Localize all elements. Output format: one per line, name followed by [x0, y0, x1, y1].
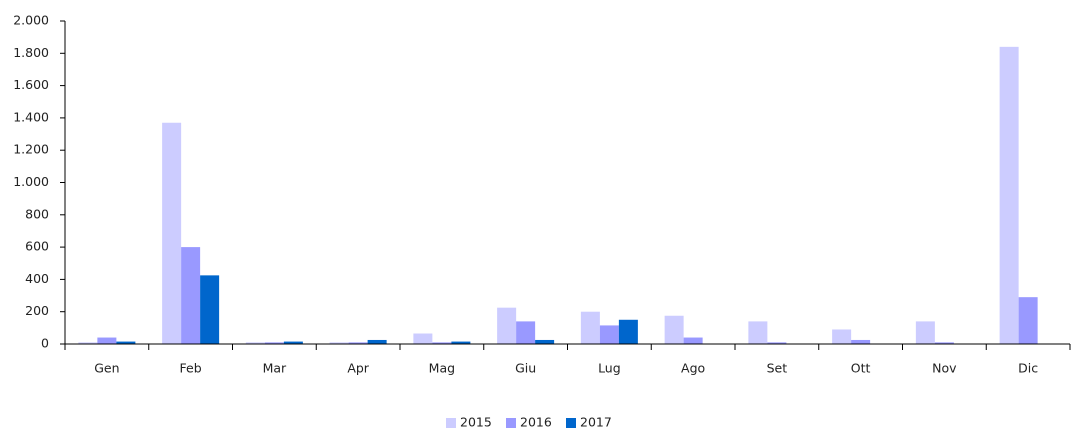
y-tick-label: 400 [25, 271, 49, 286]
bar [162, 122, 182, 345]
bar [116, 341, 136, 344]
legend-label: 2017 [580, 415, 612, 430]
bar [934, 342, 954, 344]
bar [283, 341, 303, 344]
y-tick-label: 800 [25, 206, 49, 221]
y-tick-label: 1.200 [13, 142, 49, 157]
legend-label: 2016 [520, 415, 552, 430]
bar [413, 333, 433, 344]
bar [1018, 297, 1038, 344]
bar [664, 315, 684, 344]
x-tick-label: Nov [932, 361, 957, 376]
bar [915, 321, 935, 344]
legend-swatch [446, 418, 456, 428]
x-tick-label: Feb [180, 361, 202, 376]
bar [451, 341, 471, 344]
bar [329, 342, 349, 344]
x-tick-label: Lug [598, 361, 621, 376]
legend-label: 2015 [460, 415, 492, 430]
bar [599, 325, 619, 344]
bar [748, 321, 768, 344]
bar [348, 342, 368, 344]
x-tick-label: Gen [94, 361, 119, 376]
bar [264, 342, 284, 344]
y-tick-label: 0 [41, 336, 49, 351]
x-tick-label: Giu [515, 361, 536, 376]
bar [200, 275, 220, 344]
y-tick-label: 2.000 [13, 13, 49, 28]
y-tick-label: 1.000 [13, 174, 49, 189]
bar [181, 247, 201, 344]
bar [683, 337, 703, 344]
x-tick-label: Dic [1018, 361, 1038, 376]
bar [516, 321, 536, 344]
bar [618, 319, 638, 344]
bar [245, 342, 265, 344]
x-tick-label: Mar [263, 361, 287, 376]
x-tick-label: Mag [429, 361, 455, 376]
x-tick-label: Set [767, 361, 788, 376]
y-tick-label: 1.600 [13, 77, 49, 92]
bar [535, 339, 555, 344]
x-tick-label: Apr [347, 361, 369, 376]
y-tick-label: 1.800 [13, 45, 49, 60]
bar [432, 342, 452, 344]
x-tick-label: Ago [681, 361, 705, 376]
y-tick-label: 600 [25, 239, 49, 254]
x-tick-label: Ott [851, 361, 871, 376]
bar [832, 329, 852, 344]
bar [767, 342, 787, 344]
bar [851, 339, 871, 344]
y-tick-label: 1.400 [13, 109, 49, 124]
bar [97, 337, 117, 344]
legend-swatch [566, 418, 576, 428]
bar [367, 339, 387, 344]
legend-swatch [506, 418, 516, 428]
y-tick-label: 200 [25, 303, 49, 318]
bar [497, 307, 517, 344]
bar [78, 342, 98, 344]
bar [580, 311, 600, 344]
bar [999, 46, 1019, 345]
